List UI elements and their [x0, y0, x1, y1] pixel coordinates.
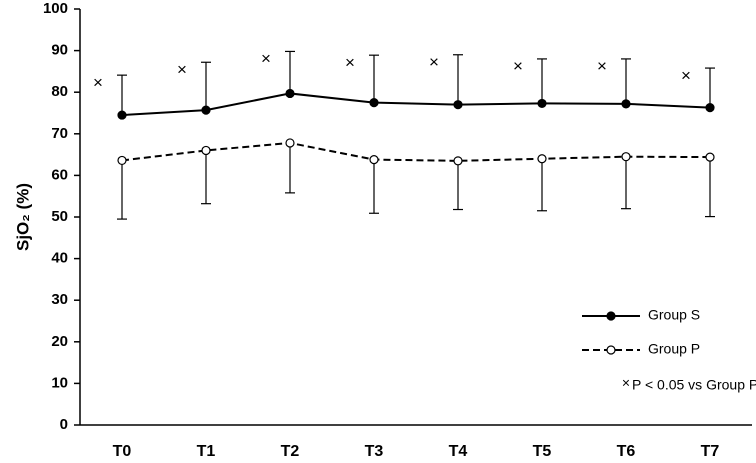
data-point — [453, 156, 463, 166]
data-point — [705, 102, 715, 113]
data-point — [621, 99, 631, 109]
data-point — [369, 154, 379, 165]
data-point — [201, 145, 211, 156]
x-tick-label: T3 — [365, 443, 384, 460]
y-tick-label: 80 — [51, 83, 68, 100]
x-tick-label: T4 — [449, 443, 468, 460]
x-tick-label: T6 — [617, 443, 636, 460]
series-line — [121, 92, 711, 117]
significance-marker: × — [597, 57, 607, 76]
data-point — [117, 110, 127, 120]
y-tick-label: 90 — [51, 42, 68, 59]
significance-marker: × — [93, 73, 103, 92]
legend-label: Group P — [648, 341, 700, 357]
y-tick-label: 0 — [60, 416, 68, 433]
y-tick-label: 10 — [51, 374, 68, 391]
data-point — [705, 152, 715, 162]
data-point — [117, 155, 127, 166]
data-point — [285, 88, 295, 99]
legend-label: Group S — [648, 307, 700, 323]
x-tick-label: T5 — [533, 443, 552, 460]
data-point — [201, 105, 211, 115]
y-tick-label: 20 — [51, 333, 68, 350]
y-tick-label: 70 — [51, 125, 68, 142]
y-axis-label: SjO₂ (%) — [13, 183, 32, 251]
y-tick-label: 60 — [51, 166, 68, 183]
significance-marker: × — [513, 57, 523, 76]
data-point — [537, 154, 547, 164]
legend-marker — [606, 345, 616, 355]
data-point — [621, 152, 631, 162]
data-point — [537, 98, 547, 109]
legend-marker — [606, 311, 616, 321]
significance-marker: × — [261, 49, 271, 68]
x-tick-label: T0 — [113, 443, 132, 460]
data-point — [369, 97, 379, 108]
x-tick-label: T7 — [701, 443, 720, 460]
y-tick-label: 100 — [43, 0, 68, 17]
data-point — [453, 100, 463, 110]
y-tick-label: 30 — [51, 291, 68, 308]
significance-note-marker: × — [622, 375, 630, 391]
significance-marker: × — [177, 60, 187, 79]
y-tick-label: 50 — [51, 208, 68, 225]
x-tick-label: T1 — [197, 443, 216, 460]
x-tick-label: T2 — [281, 443, 300, 460]
significance-marker: × — [681, 66, 691, 85]
significance-note: P < 0.05 vs Group P — [632, 377, 756, 393]
significance-marker: × — [345, 53, 355, 72]
y-tick-label: 40 — [51, 250, 68, 267]
data-point — [285, 138, 295, 148]
significance-marker: × — [429, 53, 439, 72]
